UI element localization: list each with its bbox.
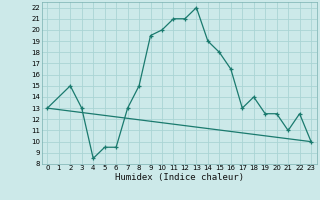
X-axis label: Humidex (Indice chaleur): Humidex (Indice chaleur) (115, 173, 244, 182)
